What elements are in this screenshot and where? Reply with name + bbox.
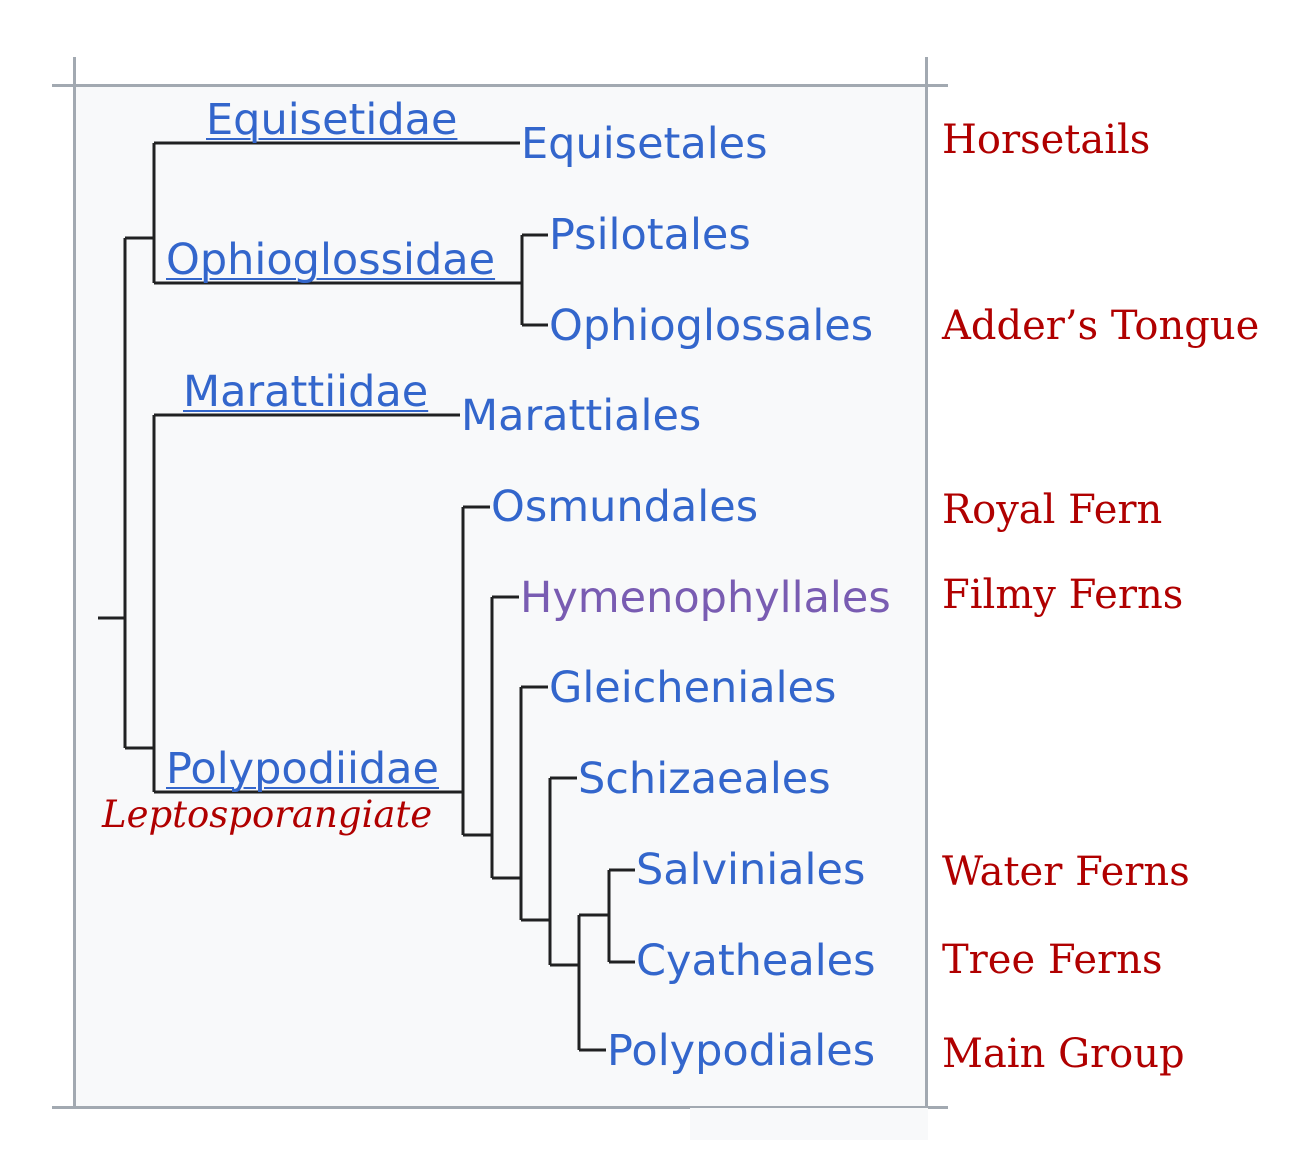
horsetails-label: Horsetails (942, 117, 1151, 163)
osmundales-link[interactable]: Osmundales (491, 482, 759, 532)
leptosporangiate-note: Leptosporangiate (102, 793, 433, 836)
hymenophyllales-link[interactable]: Hymenophyllales (520, 573, 891, 623)
gleicheniales-link[interactable]: Gleicheniales (549, 663, 837, 713)
polypodiales-link[interactable]: Polypodiales (607, 1026, 876, 1076)
marattiidae-link[interactable]: Marattiidae (183, 367, 429, 417)
bottom-strip (690, 1108, 928, 1140)
salviniales-link[interactable]: Salviniales (636, 845, 866, 895)
tree-ferns-label: Tree Ferns (942, 937, 1163, 983)
cyatheales-link[interactable]: Cyatheales (636, 936, 876, 986)
marattiales-link[interactable]: Marattiales (461, 391, 702, 441)
frame-top-border (52, 84, 948, 87)
main-group-label: Main Group (942, 1031, 1185, 1077)
polypodiidae-link[interactable]: Polypodiidae (166, 744, 439, 794)
frame-bottom-border (52, 1106, 948, 1109)
equisetales-link[interactable]: Equisetales (521, 119, 768, 169)
water-ferns-label: Water Ferns (942, 849, 1190, 895)
ophioglossidae-link[interactable]: Ophioglossidae (166, 235, 496, 285)
ophioglossales-link[interactable]: Ophioglossales (549, 301, 874, 351)
royal-fern-label: Royal Fern (942, 487, 1163, 533)
psilotales-link[interactable]: Psilotales (549, 210, 751, 260)
frame-right-border (925, 57, 928, 1109)
adders-tongue-label: Adder’s Tongue (942, 303, 1260, 349)
schizaeales-link[interactable]: Schizaeales (578, 754, 831, 804)
filmy-ferns-label: Filmy Ferns (942, 572, 1184, 618)
frame-left-border (73, 57, 76, 1109)
equisetidae-link[interactable]: Equisetidae (206, 95, 458, 145)
